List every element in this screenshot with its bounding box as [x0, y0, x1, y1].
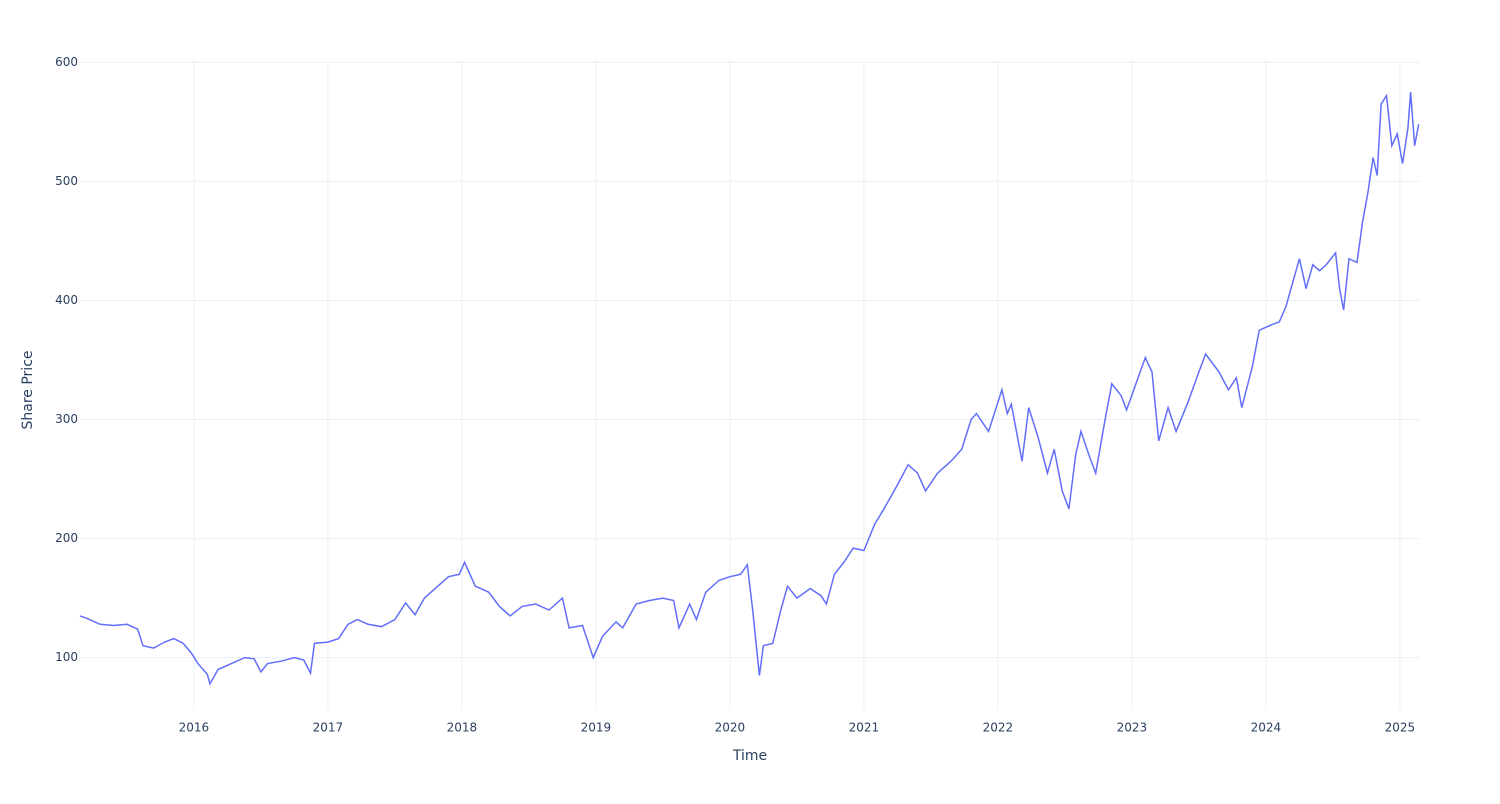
y-tick-label: 500	[55, 174, 78, 188]
x-axis-title: Time	[732, 748, 767, 764]
y-tick-label: 200	[55, 531, 78, 545]
y-tick-label: 600	[55, 55, 78, 69]
x-tick-label: 2016	[179, 721, 210, 735]
price-line	[79, 92, 1420, 686]
x-tick-label: 2021	[849, 721, 880, 735]
x-tick-label: 2017	[313, 721, 344, 735]
y-axis-title: Share Price	[20, 350, 36, 429]
x-tick-label: 2019	[581, 721, 612, 735]
x-tick-label: 2022	[983, 721, 1014, 735]
x-tick-label: 2020	[715, 721, 746, 735]
x-tick-label: 2024	[1251, 721, 1282, 735]
y-tick-label: 400	[55, 293, 78, 307]
y-tick-label: 300	[55, 412, 78, 426]
x-tick-label: 2023	[1117, 721, 1148, 735]
y-tick-label: 100	[55, 650, 78, 664]
x-tick-label: 2018	[447, 721, 478, 735]
x-tick-label: 2025	[1385, 721, 1416, 735]
